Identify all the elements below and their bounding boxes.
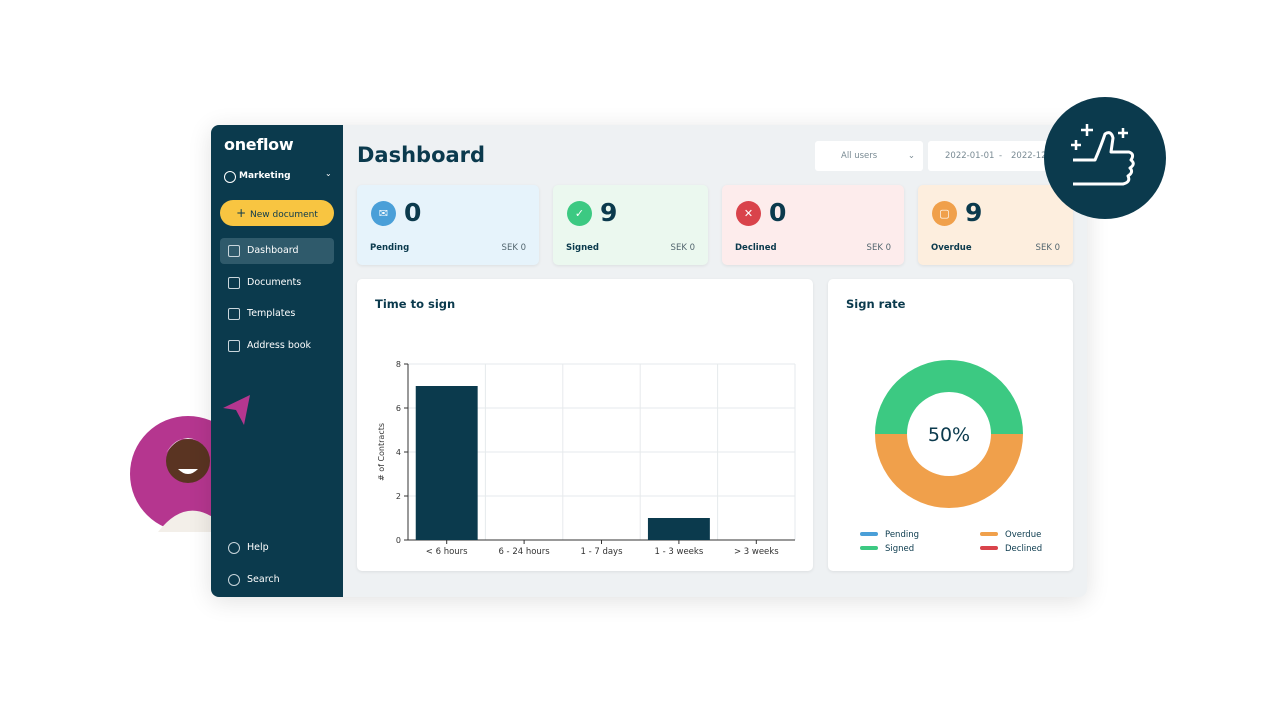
user-filter-label: All users	[841, 151, 878, 161]
y-tick-label: 8	[396, 360, 401, 369]
nav-label: Help	[247, 542, 269, 553]
card-count: 9	[600, 198, 618, 227]
legend-label: Declined	[1005, 544, 1042, 554]
avatar-face	[166, 439, 210, 483]
logo[interactable]: oneflow	[224, 135, 294, 154]
card-label: Declined	[735, 243, 777, 253]
nav-item[interactable]: Help	[220, 535, 334, 561]
nav-item[interactable]: Documents	[220, 270, 334, 296]
app-window: oneflow Marketing ⌄ + New document Dashb…	[211, 125, 1087, 597]
nav-item[interactable]: Templates	[220, 301, 334, 327]
nav-icon	[228, 308, 240, 320]
workspace-icon	[224, 171, 236, 183]
card-amount: SEK 0	[501, 243, 526, 253]
card-label: Overdue	[931, 243, 972, 253]
legend-swatch	[860, 532, 878, 536]
nav-label: Templates	[247, 308, 296, 319]
nav-icon	[228, 542, 240, 554]
sidebar: oneflow Marketing ⌄ + New document Dashb…	[211, 125, 343, 597]
workspace-selector[interactable]: Marketing	[239, 171, 291, 181]
avatar-hair	[166, 438, 210, 453]
status-card[interactable]: ✉ 0 Pending SEK 0	[357, 185, 539, 265]
bar	[415, 386, 478, 540]
bar	[647, 518, 710, 540]
card-icon: ✓	[567, 201, 592, 226]
x-tick-label: 1 - 3 weeks	[655, 547, 704, 557]
date-to: 2022-12	[1011, 151, 1047, 161]
legend-label: Signed	[885, 544, 914, 554]
panel-title: Time to sign	[375, 297, 456, 311]
nav-label: Dashboard	[247, 245, 299, 256]
page-title: Dashboard	[357, 143, 486, 167]
nav-icon	[228, 277, 240, 289]
legend-swatch	[980, 532, 998, 536]
y-tick-label: 2	[396, 492, 401, 501]
card-icon: ✕	[736, 201, 761, 226]
x-tick-label: < 6 hours	[426, 547, 468, 557]
thumb-icon	[1073, 131, 1135, 186]
legend-label: Overdue	[1005, 530, 1041, 540]
user-filter-caret: ⌄	[907, 151, 915, 161]
nav-icon	[228, 574, 240, 586]
pointer-shape	[223, 395, 250, 425]
y-tick-label: 4	[396, 448, 401, 457]
x-tick-label: 6 - 24 hours	[498, 547, 550, 557]
x-tick-label: > 3 weeks	[734, 547, 779, 557]
status-card[interactable]: ✓ 9 Signed SEK 0	[553, 185, 708, 265]
card-count: 9	[965, 198, 983, 227]
legend-swatch	[980, 546, 998, 550]
sparkles	[1071, 124, 1128, 150]
x-tick-label: 1 - 7 days	[580, 547, 623, 557]
date-separator: -	[999, 151, 1003, 161]
card-icon: ▢	[932, 201, 957, 226]
donut-segment	[875, 360, 1023, 434]
new-document-button[interactable]: + New document	[220, 200, 334, 226]
card-count: 0	[769, 198, 787, 227]
user-filter[interactable]: All users ⌄	[815, 141, 923, 171]
workspace-caret: ⌄	[325, 169, 332, 178]
avatar-smile	[178, 469, 198, 474]
nav-item[interactable]: Address book	[220, 333, 334, 359]
card-amount: SEK 0	[670, 243, 695, 253]
card-amount: SEK 0	[866, 243, 891, 253]
status-card[interactable]: ✕ 0 Declined SEK 0	[722, 185, 904, 265]
panel-title: Sign rate	[846, 297, 906, 311]
pointer-arrow	[223, 395, 250, 425]
nav-icon	[228, 340, 240, 352]
y-axis-label: # of Contracts	[377, 423, 386, 481]
nav-label: Search	[247, 574, 280, 585]
legend-label: Pending	[885, 530, 919, 540]
bar-chart: 0 2 4 6 8 # of Contracts < 6 hours 6 - 24 hours…	[377, 360, 796, 557]
time-to-sign-panel: Time to sign 0 2 4 6 8 # of Contracts < 6 hour…	[357, 279, 813, 571]
status-card[interactable]: ▢ 9 Overdue SEK 0	[918, 185, 1073, 265]
donut-chart: Pending Overdue Signed Declined 50%	[860, 360, 1042, 554]
badge-bg	[1044, 97, 1166, 219]
sign-rate-panel: Sign rate Pending Overdue Signed Declined 50…	[828, 279, 1073, 571]
card-count: 0	[404, 198, 422, 227]
avatar-shirt	[158, 510, 223, 532]
nav-icon	[228, 245, 240, 257]
thumbs-badge	[1044, 97, 1166, 219]
y-tick-label: 0	[396, 536, 401, 545]
date-from: 2022-01-01	[945, 151, 995, 161]
nav-label: Address book	[247, 340, 312, 351]
card-amount: SEK 0	[1035, 243, 1060, 253]
center-label: 50%	[928, 424, 970, 446]
card-label: Pending	[370, 243, 410, 253]
donut-segment	[875, 434, 1023, 508]
nav-label: Documents	[247, 277, 302, 288]
legend-swatch	[860, 546, 878, 550]
y-tick-label: 6	[396, 404, 401, 413]
new-document-label: New document	[249, 210, 318, 220]
nav-item[interactable]: Search	[220, 567, 334, 593]
card-icon: ✉	[371, 201, 396, 226]
card-label: Signed	[566, 243, 600, 253]
nav-item[interactable]: Dashboard	[220, 238, 334, 264]
